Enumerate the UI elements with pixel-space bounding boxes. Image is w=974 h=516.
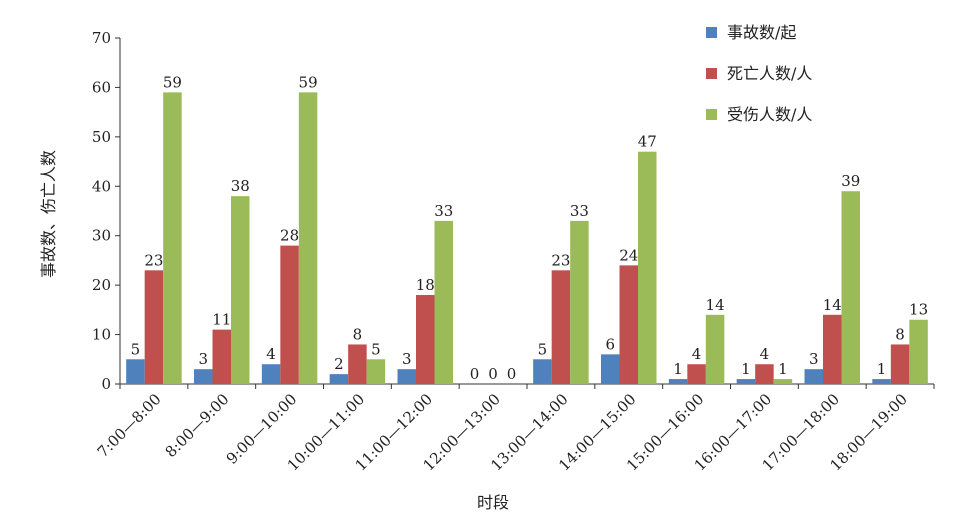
data-label: 8: [895, 325, 905, 343]
data-label: 39: [841, 172, 860, 190]
legend-label: 受伤人数/人: [727, 105, 812, 124]
bar: [126, 359, 145, 384]
data-label: 5: [538, 340, 548, 358]
data-label: 24: [619, 246, 638, 264]
bar: [533, 359, 552, 384]
y-tick-label: 60: [92, 78, 111, 96]
legend-swatch: [706, 109, 717, 120]
bar: [804, 369, 823, 384]
data-label: 1: [778, 360, 788, 378]
bar: [416, 295, 435, 384]
data-label: 59: [299, 73, 318, 91]
data-label: 1: [673, 360, 683, 378]
data-label: 0: [488, 365, 498, 383]
legend-label: 死亡人数/人: [727, 64, 812, 83]
bar: [298, 92, 318, 384]
y-tick-label: 30: [92, 227, 111, 245]
bar: [668, 379, 688, 384]
y-axis-title: 事故数、伤亡人数: [39, 150, 58, 278]
data-label: 14: [706, 296, 725, 314]
bar: [280, 245, 299, 384]
x-axis-title: 时段: [477, 493, 509, 512]
bar: [163, 92, 182, 384]
y-tick-label: 50: [92, 128, 111, 146]
bar: [366, 359, 386, 384]
data-label: 5: [371, 340, 381, 358]
data-label: 5: [131, 340, 141, 358]
data-label: 33: [570, 202, 589, 220]
legend-swatch: [706, 68, 717, 79]
x-tick-label: 7:00—8:00: [94, 390, 165, 461]
y-tick-label: 0: [101, 375, 111, 393]
data-label: 2: [334, 355, 344, 373]
data-label: 4: [692, 345, 702, 363]
legend-swatch: [706, 27, 717, 38]
bar: [551, 270, 571, 384]
y-tick-label: 70: [92, 29, 111, 47]
bar: [872, 379, 891, 384]
bar: [231, 196, 250, 384]
y-ticks: 0 10 20 30 40 50 60 70: [92, 29, 120, 393]
data-label: 3: [402, 350, 412, 368]
data-label: 33: [434, 202, 453, 220]
data-label: 18: [416, 276, 435, 294]
y-tick-label: 40: [92, 177, 111, 195]
bar: [212, 329, 231, 384]
data-label: 59: [163, 73, 182, 91]
data-label: 38: [231, 177, 250, 195]
bar: [705, 314, 725, 384]
legend-label: 事故数/起: [727, 23, 796, 42]
data-label: 4: [266, 345, 276, 363]
bar: [890, 344, 910, 384]
bar: [773, 379, 793, 384]
bar: [601, 354, 620, 384]
bar: [909, 319, 928, 384]
data-label: 47: [638, 133, 657, 151]
bar: [397, 369, 416, 384]
bar: [434, 220, 453, 384]
bar: [841, 191, 860, 384]
data-label: 3: [809, 350, 819, 368]
data-label: 14: [823, 296, 842, 314]
x-tick-label: 8:00—9:00: [162, 390, 233, 461]
bar: [619, 265, 638, 384]
bar: [144, 270, 164, 384]
data-label: 1: [741, 360, 751, 378]
data-label: 13: [909, 301, 928, 319]
bar: [687, 364, 706, 384]
data-label: 0: [470, 365, 480, 383]
bar: [638, 151, 657, 384]
bar: [329, 374, 349, 384]
bar: [194, 369, 213, 384]
bar: [736, 379, 756, 384]
data-label: 23: [144, 251, 163, 269]
y-tick-label: 10: [92, 326, 111, 344]
data-label: 0: [507, 365, 517, 383]
data-label: 8: [353, 325, 363, 343]
y-tick-label: 20: [92, 276, 111, 294]
data-label: 1: [877, 360, 887, 378]
bar: [823, 314, 842, 384]
data-label: 23: [551, 251, 570, 269]
bar: [348, 344, 367, 384]
bar: [570, 220, 589, 384]
data-label: 6: [605, 335, 615, 353]
bars: [126, 92, 928, 384]
data-label: 28: [280, 227, 299, 245]
data-label: 4: [760, 345, 770, 363]
x-ticks: 7:00—8:008:00—9:009:00—10:0010:00—11:001…: [94, 384, 935, 475]
data-label: 11: [212, 311, 231, 329]
bar: [261, 364, 281, 384]
bar: [755, 364, 774, 384]
data-label: 3: [198, 350, 208, 368]
